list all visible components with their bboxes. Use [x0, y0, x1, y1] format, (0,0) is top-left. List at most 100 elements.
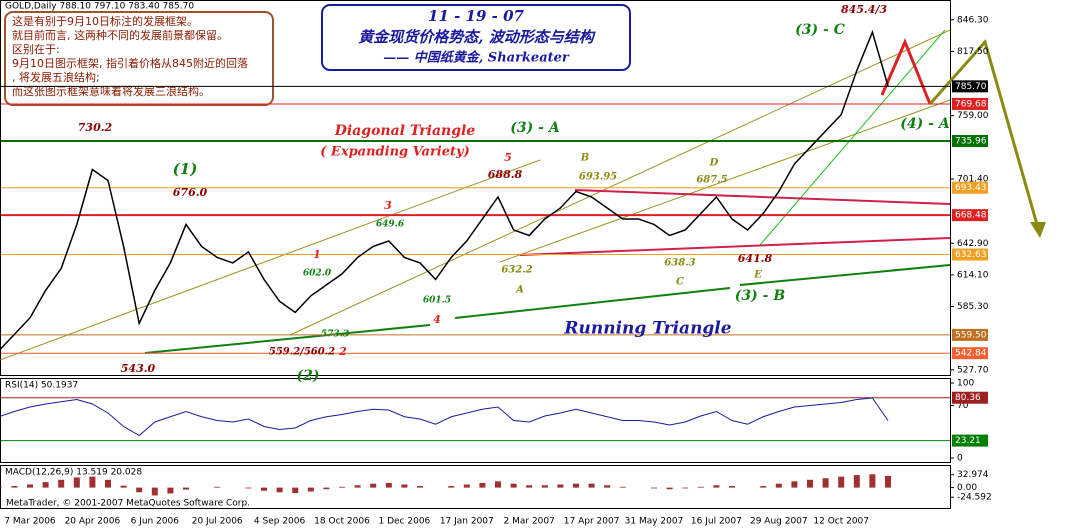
bar — [151, 487, 158, 496]
bar — [775, 483, 782, 488]
x-tick-label: 31 May 2007 — [625, 517, 684, 527]
annotation: 632.2 — [501, 265, 532, 276]
annotation: E — [753, 270, 762, 281]
y-tick-label: 817.50 — [957, 47, 989, 57]
level-box — [952, 209, 988, 222]
trend-lines — [0, 4, 1046, 361]
annotation: (2) — [297, 368, 320, 384]
trend-line — [454, 287, 731, 319]
annotation: 845.4/3 — [841, 3, 887, 16]
bar — [713, 485, 720, 488]
title-line: 11 - 19 - 07 — [428, 7, 525, 25]
bar — [27, 484, 33, 488]
bar — [105, 479, 111, 488]
annotation: 638.3 — [664, 258, 695, 269]
bar — [869, 474, 876, 488]
level-label: 80.36 — [955, 393, 981, 403]
bar — [42, 482, 49, 488]
bar — [760, 486, 767, 488]
x-tick-label: 1 Dec 2006 — [379, 517, 431, 527]
bar — [666, 487, 673, 490]
channel-line — [289, 29, 951, 336]
trend-line — [739, 264, 951, 286]
bar — [853, 475, 860, 488]
panel-title: MACD(12,26,9) 13.519 20.028 — [5, 468, 142, 478]
bar — [651, 487, 657, 489]
annotation: 649.6 — [376, 220, 405, 230]
bar — [307, 487, 314, 492]
bar — [354, 485, 361, 488]
note-box — [4, 11, 274, 106]
level-box — [952, 97, 988, 110]
triangle-line — [519, 237, 951, 256]
projection-arrow — [928, 38, 1040, 229]
annotation: (3) - C — [795, 22, 845, 38]
bar — [385, 482, 392, 488]
level-label: 769.68 — [955, 99, 987, 109]
title-line: 黄金现货价格势态, 波动形态与结构 — [358, 28, 595, 46]
arrow-head — [1030, 222, 1046, 238]
x-tick-label: 7 Mar 2006 — [4, 517, 56, 527]
note-line: 而这张图示框架意味着将发展三浪结构。 — [12, 84, 210, 98]
note-line: 这是有别于9月10日标注的发展框架。 — [12, 14, 198, 28]
bar — [245, 487, 252, 489]
bar — [58, 479, 65, 488]
bar — [557, 484, 564, 488]
annotation: 676.0 — [173, 186, 208, 199]
price-panel — [0, 0, 951, 376]
y-tick-label: 759.00 — [957, 111, 989, 121]
bar — [323, 487, 330, 490]
y-tick-label: 846.30 — [957, 15, 989, 25]
y-tick-label: 614.10 — [957, 270, 989, 280]
y-tick-label: 585.30 — [957, 302, 989, 312]
annotation: (3) - B — [735, 288, 786, 304]
bar — [729, 486, 735, 488]
annotation: 693.95 — [579, 172, 617, 183]
bar — [401, 484, 408, 488]
trend-line — [144, 324, 431, 354]
level-box — [952, 328, 988, 341]
annotation: ( Expanding Variety) — [320, 145, 469, 160]
bar — [463, 484, 470, 488]
bar — [261, 487, 267, 491]
triangle-line — [574, 189, 951, 205]
bar — [11, 486, 18, 488]
x-tick-label: 4 Sep 2006 — [254, 517, 306, 527]
channel-line — [0, 159, 541, 361]
y-tick-label: 642.90 — [957, 239, 989, 249]
bar — [682, 487, 689, 489]
bar — [276, 487, 283, 493]
bar — [292, 487, 299, 494]
bar — [120, 485, 127, 488]
annotation: 559.2/560.2 — [269, 347, 335, 358]
level-box — [952, 134, 988, 147]
bar — [89, 476, 96, 488]
bar — [822, 478, 829, 488]
bar — [417, 486, 423, 488]
bar — [510, 483, 517, 488]
note-line: 区别在于: — [12, 43, 60, 56]
annotation: C — [676, 277, 684, 288]
series-line — [0, 397, 889, 437]
bar — [573, 483, 579, 488]
level-label: 542.84 — [955, 349, 987, 359]
header: GOLD,Daily 788.10 797.10 783.40 785.70 — [5, 2, 194, 12]
projection-arrow — [880, 38, 932, 105]
level-label: 668.48 — [955, 211, 987, 221]
x-tick-label: 17 Jan 2007 — [440, 517, 494, 527]
panel-title: RSI(14) 50.1937 — [5, 381, 78, 391]
series-line — [0, 29, 889, 351]
bar — [370, 483, 377, 488]
annotation: 641.8 — [738, 252, 773, 265]
annotation: 4 — [433, 313, 441, 326]
x-tick-label: 17 Apr 2007 — [564, 517, 620, 527]
x-tick-label: 20 Jul 2006 — [192, 517, 243, 527]
annotation: (1) — [173, 160, 198, 178]
y-tick-label: 32.974 — [957, 470, 989, 480]
rsi-panel — [0, 378, 951, 463]
x-tick-label: 16 Jul 2007 — [691, 517, 742, 527]
y-tick-label: 0.00 — [957, 483, 977, 493]
level-box — [952, 248, 988, 261]
bar — [183, 487, 189, 490]
